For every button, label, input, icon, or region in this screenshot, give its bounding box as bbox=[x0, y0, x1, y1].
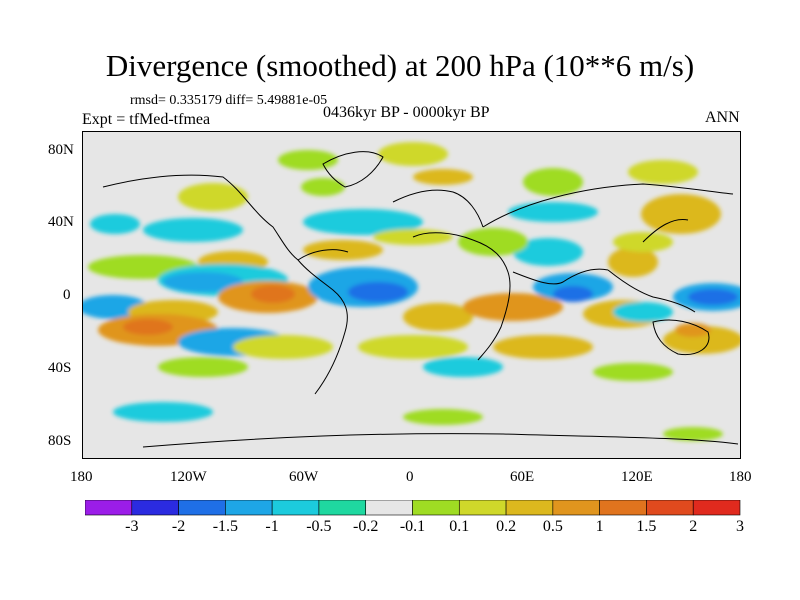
lon-label-60e: 60E bbox=[510, 469, 535, 485]
lon-label-120e: 120E bbox=[621, 469, 653, 485]
colorbar-swatches bbox=[84, 499, 741, 516]
colorbar-tick-label: -0.1 bbox=[399, 518, 426, 535]
colorbar-swatch bbox=[646, 499, 694, 516]
colorbar-swatch bbox=[131, 499, 179, 516]
colorbar-tick-label: 3 bbox=[736, 518, 744, 535]
colorbar-tick-label: -1 bbox=[265, 518, 279, 535]
lat-label-40n: 40N bbox=[48, 214, 74, 230]
colorbar bbox=[84, 499, 745, 525]
lon-label-120w: 120W bbox=[170, 469, 207, 485]
period-line: 0436kyr BP - 0000kyr BP bbox=[323, 104, 490, 121]
colorbar-tick-label: 0.5 bbox=[542, 518, 563, 535]
lon-label-60w: 60W bbox=[289, 469, 319, 485]
colorbar-tick-label: -0.2 bbox=[353, 518, 379, 535]
colorbar-swatch bbox=[458, 499, 507, 516]
lat-label-80s: 80S bbox=[48, 433, 72, 449]
plot-title: Divergence (smoothed) at 200 hPa (10**6 … bbox=[105, 48, 695, 83]
colorbar-tick-label: -2 bbox=[171, 518, 186, 535]
map-panel bbox=[82, 131, 741, 459]
colorbar-swatch bbox=[412, 499, 460, 516]
lat-label-equator: 0 bbox=[63, 287, 71, 303]
coastlines bbox=[102, 151, 739, 448]
colorbar-tick-label: -1.5 bbox=[212, 518, 239, 535]
lat-label-40s: 40S bbox=[48, 360, 72, 376]
colorbar-swatch bbox=[692, 499, 741, 516]
colorbar-tick-label: -3 bbox=[125, 518, 139, 535]
colorbar-tick-label: -0.5 bbox=[306, 518, 332, 535]
colorbar-swatch bbox=[552, 499, 600, 516]
colorbar-swatch bbox=[178, 499, 226, 516]
colorbar-tick-label: 0.1 bbox=[449, 518, 470, 535]
colorbar-swatch bbox=[318, 499, 367, 516]
lat-label-80n: 80N bbox=[48, 142, 74, 158]
stats-line: rmsd= 0.335179 diff= 5.49881e-05 bbox=[130, 93, 328, 108]
lon-label-180w: 180 bbox=[70, 469, 93, 485]
colorbar-swatch bbox=[225, 499, 273, 516]
divergence-field bbox=[83, 132, 740, 458]
colorbar-tick-label: 1 bbox=[595, 518, 604, 535]
lon-label-180e: 180 bbox=[729, 469, 752, 485]
colorbar-swatch bbox=[271, 499, 320, 516]
colorbar-tick-label: 1.5 bbox=[636, 518, 657, 535]
colorbar-tick-label: 0.2 bbox=[496, 518, 517, 535]
lon-label-0: 0 bbox=[406, 469, 414, 485]
colorbar-swatch bbox=[84, 499, 133, 516]
colorbar-swatch bbox=[599, 499, 647, 516]
experiment-line: Expt = tfMed-tfmea bbox=[82, 111, 211, 128]
colorbar-tick-label: 2 bbox=[689, 518, 698, 535]
colorbar-labels: -3 -2 -1.5 -1 -0.5 -0.2 -0.1 0.1 0.2 0.5 1 1.5 2 3 bbox=[85, 518, 745, 542]
colorbar-swatch bbox=[365, 499, 413, 516]
colorbar-swatch bbox=[505, 499, 554, 516]
season-label: ANN bbox=[705, 109, 740, 126]
shaded-contours bbox=[83, 142, 740, 441]
